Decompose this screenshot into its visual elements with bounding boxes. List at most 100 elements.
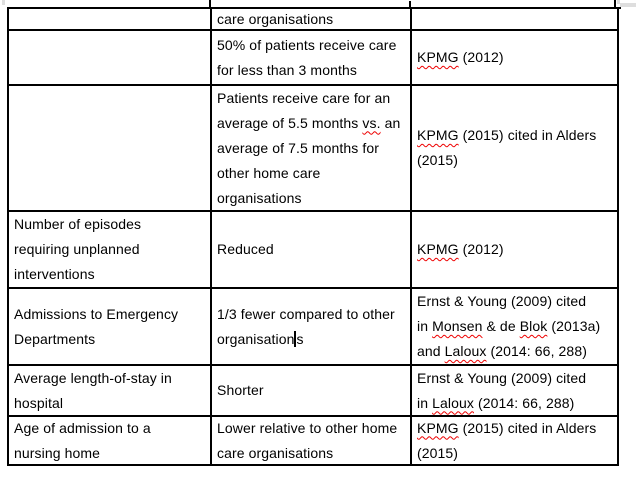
text-line: in Monsen & de Blok (2013a) <box>417 314 600 339</box>
cell-middle[interactable]: 1/3 fewer compared to other organisation s <box>212 289 412 366</box>
text-segment: (2014: 66, 288) <box>486 343 587 359</box>
text-segment: in <box>417 394 433 411</box>
text-line: other home care <box>217 161 320 186</box>
text-segment: organisation <box>217 330 295 347</box>
text-segment: (2015) <box>417 152 459 168</box>
text-segment: care organisations <box>217 444 334 461</box>
text-line: 1/3 fewer compared to other <box>217 302 395 327</box>
text-segment: an <box>380 114 401 131</box>
text-segment: (2015) cited in Alders <box>458 419 597 436</box>
text-line: Ernst & Young (2009) cited <box>417 366 586 391</box>
misspelled-word: Blok <box>519 318 548 334</box>
cell-middle[interactable]: Patients receive care for an average of 5… <box>212 86 412 212</box>
cell-middle[interactable]: Reduced <box>212 212 412 289</box>
text-line: in Laloux (2014: 66, 288) <box>417 391 574 416</box>
cell-left[interactable]: Average length-of-stay in hospital <box>9 366 212 417</box>
text-segment: (2015) cited in Alders <box>458 127 597 143</box>
text-line: Patients receive care for an <box>217 86 390 111</box>
text-line: KPMG (2012) <box>417 45 504 70</box>
page-edge-fragment <box>617 0 620 4</box>
cell-right[interactable]: KPMG (2012) <box>412 31 619 86</box>
cell-right[interactable] <box>412 9 619 31</box>
misspelled-word: Laloux <box>444 343 487 359</box>
text-segment: & de <box>482 318 520 334</box>
cell-middle[interactable]: care organisations <box>212 9 412 31</box>
cell-left[interactable]: Number of episodes requiring unplanned int… <box>9 212 212 289</box>
text-segment: hospital <box>14 394 64 411</box>
cell-left[interactable]: Admissions to Emergency Departments <box>9 289 212 366</box>
text-segment: Lower relative to other home <box>217 419 398 436</box>
text-segment: and <box>417 343 445 359</box>
text-segment: Ernst & Young (2009) cited <box>417 293 587 309</box>
text-segment: Number of episodes <box>14 216 142 232</box>
cell-left[interactable] <box>9 31 212 86</box>
text-segment: (2012) <box>458 241 504 257</box>
text-line: care organisations <box>217 441 334 465</box>
cell-middle[interactable]: 50% of patients receive care for less tha… <box>212 31 412 86</box>
cell-right[interactable]: KPMG (2015) cited in Alders (2015) <box>412 86 619 212</box>
text-segment: Average length-of-stay in <box>14 369 172 386</box>
row-length-of-stay: Average length-of-stay in hospital Shorter… <box>9 366 621 417</box>
row-care-organisations-continuation: care organisations <box>9 9 621 31</box>
text-segment: organisations <box>217 189 302 206</box>
table-border-fragment <box>614 0 616 8</box>
text-segment: (2012) <box>458 49 504 65</box>
cell-right[interactable]: Ernst & Young (2009) cited in Monsen & de… <box>412 289 619 366</box>
cell-middle[interactable]: Lower relative to other home care organis… <box>212 417 412 466</box>
text-line: Lower relative to other home <box>217 417 397 441</box>
misspelled-word: Laloux <box>432 394 474 411</box>
cell-middle[interactable]: Shorter <box>212 366 412 417</box>
text-segment: (2014: 66, 288) <box>473 394 575 411</box>
text-line: organisations <box>217 186 302 211</box>
page-edge-fragment <box>2 0 5 5</box>
text-line: Departments <box>14 327 95 352</box>
row-unplanned-interventions: Number of episodes requiring unplanned int… <box>9 212 621 289</box>
cell-left[interactable] <box>9 9 212 31</box>
row-nursing-home-age: Age of admission to a nursing home Lower r… <box>9 417 621 466</box>
misspelled-word: KPMG <box>417 127 459 143</box>
misspelled-word: vs. <box>362 114 381 131</box>
text-segment: average of 7.5 months for <box>217 139 380 156</box>
text-segment: interventions <box>14 266 95 282</box>
text-line: interventions <box>14 262 95 287</box>
text-segment: (2013a) <box>547 318 601 334</box>
cell-right[interactable]: KPMG (2012) <box>412 212 619 289</box>
cell-left[interactable]: Age of admission to a nursing home <box>9 417 212 466</box>
text-line: (2015) <box>417 148 458 173</box>
row-average-care-duration: Patients receive care for an average of 5… <box>9 86 621 212</box>
text-line: nursing home <box>14 441 101 465</box>
row-50pct-care-duration: 50% of patients receive care for less tha… <box>9 31 621 86</box>
text-segment: Shorter <box>217 382 264 398</box>
text-line: Average length-of-stay in <box>14 366 172 391</box>
text-segment: Ernst & Young (2009) cited <box>417 369 587 386</box>
table-border-fragment <box>209 0 211 8</box>
text-line: for less than 3 months <box>217 58 357 83</box>
text-segment: 1/3 fewer compared to other <box>217 305 395 322</box>
text-segment: Reduced <box>217 241 274 257</box>
text-line: Shorter <box>217 378 264 403</box>
text-segment: (2015) <box>417 444 459 461</box>
text-line: average of 7.5 months for <box>217 136 379 161</box>
outcomes-table: care organisations 50% of patients receiv… <box>7 7 621 466</box>
text-line: 50% of patients receive care <box>217 33 396 58</box>
text-line: KPMG (2015) cited in Alders <box>417 417 596 441</box>
text-line: care organisations <box>217 9 334 29</box>
text-line: and Laloux (2014: 66, 288) <box>417 339 587 364</box>
text-line: hospital <box>14 391 63 416</box>
table-border-fragment <box>409 1 411 8</box>
text-line: (2015) <box>417 441 459 465</box>
misspelled-word: Monsen <box>432 318 483 334</box>
page-edge-fragment <box>620 3 636 7</box>
text-segment: other home care <box>217 164 321 181</box>
cell-right[interactable]: Ernst & Young (2009) cited in Laloux (201… <box>412 366 619 417</box>
text-segment: in <box>417 318 433 334</box>
text-line: Ernst & Young (2009) cited <box>417 289 586 314</box>
cell-right[interactable]: KPMG (2015) cited in Alders (2015) <box>412 417 619 466</box>
text-segment: nursing home <box>14 444 101 461</box>
cell-left[interactable] <box>9 86 212 212</box>
text-line: KPMG (2012) <box>417 237 504 262</box>
text-segment: care organisations <box>217 10 334 27</box>
text-line: Number of episodes <box>14 212 141 237</box>
